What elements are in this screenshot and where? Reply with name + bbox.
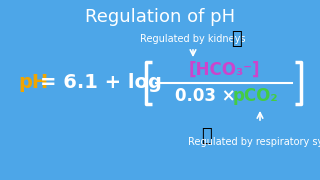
Text: 0.03 ×: 0.03 ×: [175, 87, 241, 105]
Text: Regulated by respiratory system: Regulated by respiratory system: [188, 137, 320, 147]
Text: 🫈: 🫈: [231, 30, 241, 48]
Text: = 6.1 + log: = 6.1 + log: [40, 73, 162, 93]
Text: 🫁: 🫁: [202, 127, 212, 145]
Text: [HCO₃⁻]: [HCO₃⁻]: [188, 61, 260, 79]
Text: Regulation of pH: Regulation of pH: [85, 8, 235, 26]
Text: Regulated by kidneys: Regulated by kidneys: [140, 34, 246, 44]
Text: pH: pH: [18, 73, 48, 93]
Text: pCO₂: pCO₂: [233, 87, 279, 105]
